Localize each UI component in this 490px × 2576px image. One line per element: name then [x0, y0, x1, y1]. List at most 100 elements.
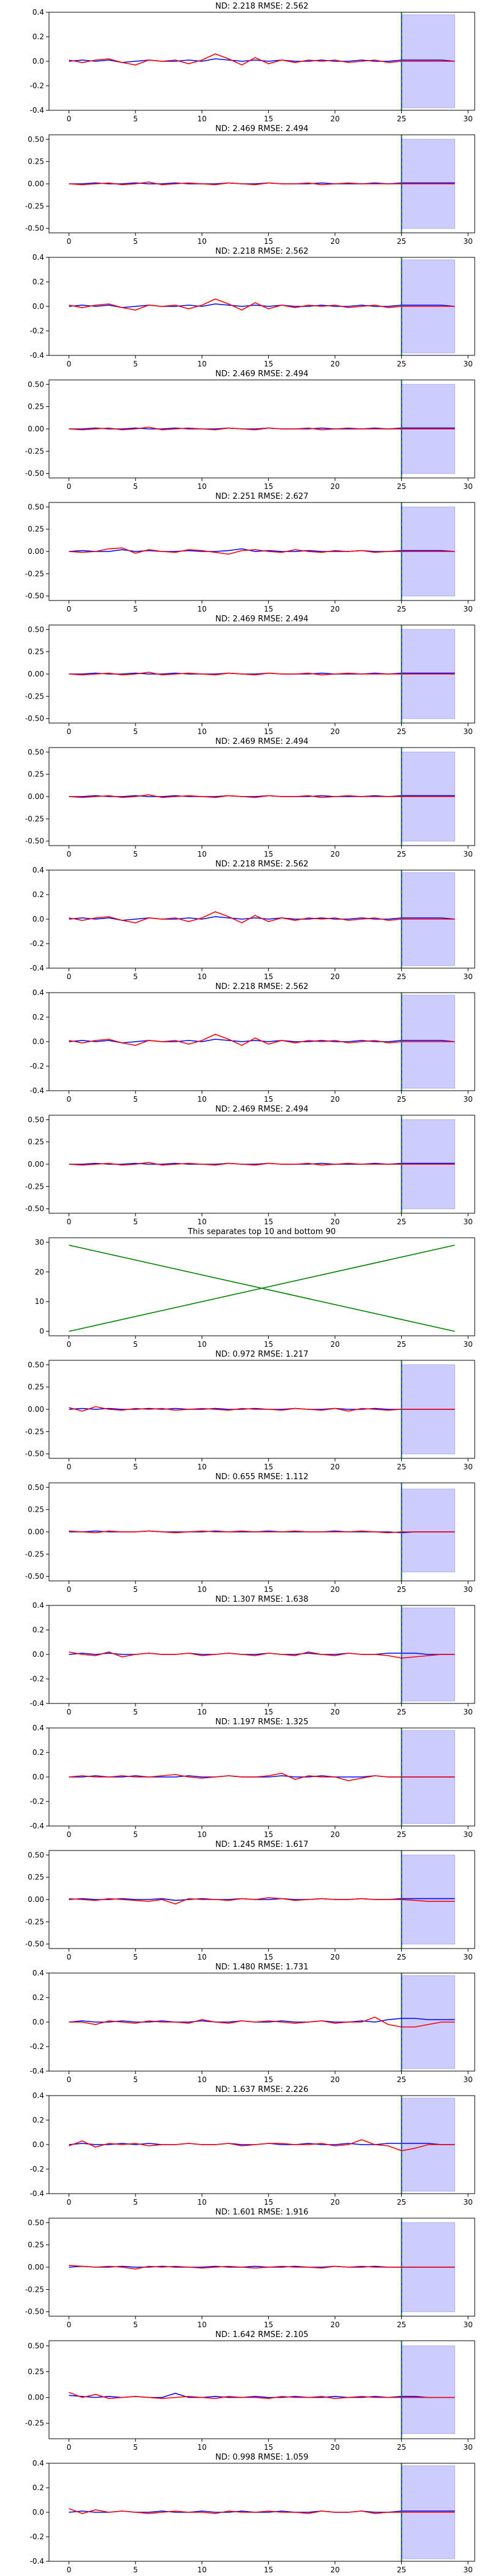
- y-tick-label: 0.25: [28, 1138, 44, 1146]
- y-tick-label: 0.50: [28, 625, 44, 634]
- x-tick-label: 0: [67, 2443, 72, 2452]
- y-tick-label: 0.2: [32, 2116, 44, 2124]
- y-tick-label: 0.25: [28, 525, 44, 534]
- subplot-title: ND: 2.218 RMSE: 2.562: [215, 982, 308, 991]
- x-tick-label: 15: [264, 1585, 273, 1594]
- x-tick-label: 15: [264, 2443, 273, 2452]
- subplot-title: ND: 2.469 RMSE: 2.494: [215, 124, 308, 134]
- series-line-2: [69, 2139, 455, 2151]
- x-tick-label: 10: [197, 2566, 206, 2574]
- x-tick-label: 0: [67, 1953, 72, 1961]
- subplot-title: ND: 0.998 RMSE: 1.059: [215, 2453, 308, 2462]
- y-tick-label: -0.4: [30, 2189, 44, 2198]
- x-tick-label: 10: [197, 360, 206, 368]
- x-tick-label: 20: [330, 1218, 339, 1226]
- y-tick-label: 0.2: [32, 1748, 44, 1757]
- y-tick-label: -0.25: [25, 814, 44, 823]
- y-tick-label: 0.00: [28, 2263, 44, 2271]
- y-tick-label: 0.4: [32, 8, 44, 17]
- series-line-2: [69, 53, 455, 66]
- x-tick-label: 30: [464, 850, 473, 858]
- y-tick-label: 0.00: [28, 1895, 44, 1904]
- subplot-19: ND: 1.601 RMSE: 1.916 0.50 0.25 0.00 -0.25 -0…: [25, 2208, 475, 2329]
- y-tick-label: -0.25: [25, 2285, 44, 2294]
- forecast-band: [401, 2345, 455, 2434]
- x-tick-label: 20: [330, 482, 339, 491]
- y-tick-label: -0.25: [25, 1550, 44, 1558]
- x-tick-label: 15: [264, 605, 273, 613]
- y-tick-label: -0.4: [30, 2067, 44, 2075]
- y-tick-label: -0.25: [25, 692, 44, 700]
- x-tick-label: 25: [397, 2566, 406, 2574]
- subplot-16: ND: 1.245 RMSE: 1.617 0.50 0.25 0.00 -0.25 -0…: [25, 1840, 475, 1961]
- x-tick-label: 5: [133, 115, 138, 123]
- x-tick-label: 15: [264, 2320, 273, 2329]
- y-tick-label: -0.25: [25, 447, 44, 455]
- subplot-title: ND: 2.469 RMSE: 2.494: [215, 1105, 308, 1114]
- x-tick-label: 5: [133, 482, 138, 491]
- x-tick-label: 15: [264, 360, 273, 368]
- x-tick-label: 15: [264, 727, 273, 736]
- x-tick-label: 25: [397, 360, 406, 368]
- x-tick-label: 15: [264, 482, 273, 491]
- y-tick-label: 0.0: [32, 1650, 44, 1659]
- subplot-title: ND: 2.469 RMSE: 2.494: [215, 615, 308, 624]
- x-tick-label: 20: [330, 2075, 339, 2084]
- x-tick-label: 30: [464, 1095, 473, 1104]
- series-line-2: [69, 2508, 455, 2514]
- x-tick-label: 15: [264, 850, 273, 858]
- y-tick-label: -0.50: [25, 224, 44, 233]
- subplot-20: ND: 1.642 RMSE: 2.105 0.50 0.25 0.00 -0.25 0 5…: [25, 2330, 475, 2452]
- x-tick-label: 5: [133, 1953, 138, 1961]
- y-tick-label: -0.50: [25, 1940, 44, 1949]
- x-tick-label: 0: [67, 1830, 72, 1839]
- y-tick-label: -0.2: [30, 1797, 44, 1806]
- x-tick-label: 10: [197, 1585, 206, 1594]
- x-tick-label: 10: [197, 2075, 206, 2084]
- y-tick-label: -0.50: [25, 592, 44, 600]
- subplot-title: ND: 1.197 RMSE: 1.325: [215, 1718, 308, 1727]
- x-tick-label: 15: [264, 115, 273, 123]
- subplot-title: ND: 1.307 RMSE: 1.638: [215, 1595, 308, 1604]
- y-tick-label: 0.25: [28, 2368, 44, 2376]
- x-tick-label: 5: [133, 727, 138, 736]
- x-tick-label: 25: [397, 2075, 406, 2084]
- y-tick-label: 0.4: [32, 1724, 44, 1732]
- y-tick-label: -0.25: [25, 1182, 44, 1191]
- series-line-2: [69, 2392, 455, 2400]
- subplot-5: ND: 2.251 RMSE: 2.627 0.50 0.25 0.00 -0.25 -0…: [25, 492, 475, 613]
- x-tick-label: 10: [197, 2443, 206, 2452]
- x-tick-label: 0: [67, 850, 72, 858]
- subplot-2: ND: 2.469 RMSE: 2.494 0.50 0.25 0.00 -0.25 -0…: [25, 124, 475, 246]
- x-tick-label: 10: [197, 972, 206, 981]
- x-tick-label: 0: [67, 482, 72, 491]
- y-tick-label: 0.25: [28, 1873, 44, 1882]
- x-tick-label: 5: [133, 1708, 138, 1716]
- x-tick-label: 5: [133, 2075, 138, 2084]
- x-tick-label: 25: [397, 2320, 406, 2329]
- series-line-2: [69, 1651, 455, 1659]
- y-tick-label: 0.4: [32, 866, 44, 874]
- series-line-2: [69, 426, 455, 431]
- series-line-2: [69, 2265, 455, 2270]
- y-tick-label: 0.00: [28, 792, 44, 801]
- subplot-title: ND: 1.480 RMSE: 1.731: [215, 1963, 308, 1972]
- y-tick-label: 0.0: [32, 2140, 44, 2149]
- subplot-12: ND: 0.972 RMSE: 1.217 0.50 0.25 0.00 -0.25 -0…: [25, 1350, 475, 1471]
- subplot-17: ND: 1.480 RMSE: 1.731 0.4 0.2 0.0 -0.2 -0.4 0 5…: [30, 1963, 475, 2084]
- y-tick-label: -0.2: [30, 939, 44, 948]
- subplot-title: ND: 2.218 RMSE: 2.562: [215, 860, 308, 869]
- x-tick-label: 30: [464, 2320, 473, 2329]
- y-tick-label: 0.0: [32, 1773, 44, 1781]
- x-tick-label: 10: [197, 1953, 206, 1961]
- series-line-2: [69, 794, 455, 798]
- x-tick-label: 5: [133, 1218, 138, 1226]
- subplot-title: ND: 2.218 RMSE: 2.562: [215, 2, 308, 11]
- x-tick-label: 30: [464, 1218, 473, 1226]
- x-tick-label: 5: [133, 605, 138, 613]
- forecast-band: [401, 1854, 455, 1945]
- y-tick-label: -0.50: [25, 469, 44, 478]
- y-tick-label: 0.2: [32, 2483, 44, 2492]
- x-tick-label: 20: [330, 115, 339, 123]
- x-tick-label: 10: [197, 1830, 206, 1839]
